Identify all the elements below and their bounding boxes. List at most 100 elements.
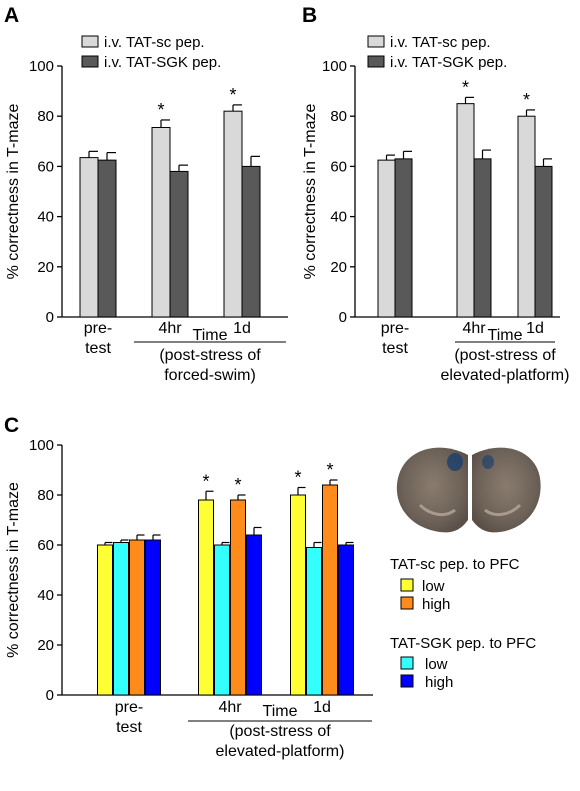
- panel-c-chart: 0 20 40 60 80 100 % correctness in T-maze pre-t…: [5, 437, 373, 760]
- legend-swatch-sgk-high: [400, 674, 414, 688]
- y-tick-label: 80: [37, 487, 54, 504]
- y-tick-label: 20: [330, 259, 347, 276]
- legend-group-title: TAT-sc pep. to PFC: [390, 556, 520, 573]
- x-category-label-line: pre-: [381, 320, 409, 337]
- chart-legend: i.v. TAT-sc pep. i.v. TAT-SGK pep.: [367, 34, 507, 71]
- x-category-label-line: 1d: [526, 320, 544, 337]
- x-category-label-line: 4hr: [218, 699, 242, 716]
- x-category-label-line: 1d: [313, 699, 331, 716]
- significance-star: *: [326, 460, 333, 480]
- legend-label-sgk-high: high: [425, 674, 453, 691]
- panel-c-legend: TAT-sc pep. to PFC low high TAT-SGK pep.…: [390, 556, 536, 691]
- legend-swatch-sgk-low: [400, 656, 414, 670]
- y-tick-label: 100: [29, 58, 54, 75]
- significance-star: *: [462, 77, 469, 97]
- x-category-label-line: test: [85, 340, 111, 357]
- bar: [246, 534, 262, 696]
- legend-label-sc-low: low: [422, 578, 445, 595]
- x-category-label-line: test: [382, 340, 408, 357]
- bar: [517, 115, 536, 318]
- bar: [151, 126, 171, 318]
- bar: [473, 158, 492, 318]
- legend-swatch: [367, 35, 385, 48]
- y-tick-label: 40: [37, 587, 54, 604]
- legend-label: i.v. TAT-SGK pep.: [104, 54, 221, 71]
- bar: [290, 494, 306, 696]
- significance-star: *: [229, 85, 236, 105]
- x-category-label-line: test: [116, 719, 142, 736]
- bar: [306, 547, 322, 696]
- y-tick-label: 60: [37, 158, 54, 175]
- bar: [79, 157, 99, 318]
- legend-label: i.v. TAT-sc pep.: [390, 34, 491, 51]
- bar: [338, 544, 354, 696]
- x-category-label: 1d: [233, 320, 251, 337]
- x-category-label: 1d: [313, 699, 331, 716]
- significance-star: *: [157, 100, 164, 120]
- y-tick-label: 80: [330, 108, 347, 125]
- panel-b-chart: 0 20 40 60 80 100 % correctness in T-maze pre-t…: [302, 34, 569, 384]
- bar: [97, 159, 117, 318]
- legend-swatch-sc-high: [400, 596, 414, 610]
- legend-label: i.v. TAT-SGK pep.: [390, 54, 507, 71]
- bar: [113, 542, 129, 696]
- x-category-label-line: pre-: [84, 320, 112, 337]
- legend-group-title: TAT-SGK pep. to PFC: [390, 635, 536, 652]
- y-axis-label: % correctness in T-maze: [5, 482, 22, 658]
- bar: [129, 539, 145, 696]
- panel-label-a: A: [4, 4, 19, 27]
- y-tick-label: 20: [37, 637, 54, 654]
- x-axis-label-line: (post-stress of: [159, 347, 261, 364]
- y-tick-label: 0: [339, 309, 347, 326]
- x-category-label-line: 4hr: [462, 320, 486, 337]
- y-tick-label: 60: [37, 537, 54, 554]
- significance-star: *: [294, 468, 301, 488]
- bar: [214, 544, 230, 696]
- y-tick-label: 0: [46, 309, 54, 326]
- y-tick-label: 100: [29, 437, 54, 454]
- x-axis-label-line: Time: [263, 703, 298, 720]
- y-tick-label: 0: [46, 687, 54, 704]
- x-axis-label-line: forced-swim): [164, 367, 256, 384]
- x-category-label: 4hr: [158, 320, 182, 337]
- significance-star: *: [523, 90, 530, 110]
- significance-star: *: [234, 475, 241, 495]
- legend-label-sgk-low: low: [425, 656, 448, 673]
- x-axis-label-line: Time: [488, 327, 523, 344]
- x-category-label-line: pre-: [115, 699, 143, 716]
- x-category-label: 1d: [526, 320, 544, 337]
- legend-swatch-sc-low: [400, 578, 414, 592]
- x-category-label: pre-test: [381, 320, 409, 357]
- bar: [230, 499, 246, 696]
- x-axis-label-line: Time: [193, 327, 228, 344]
- legend-label: i.v. TAT-sc pep.: [104, 34, 205, 51]
- x-axis-label-line: elevated-platform): [216, 743, 345, 760]
- bar: [198, 499, 214, 696]
- bar: [322, 484, 338, 696]
- bar: [223, 110, 243, 318]
- y-tick-label: 80: [37, 108, 54, 125]
- legend-swatch: [81, 55, 99, 68]
- bar: [169, 170, 189, 318]
- y-axis-label: % correctness in T-maze: [302, 104, 319, 280]
- x-category-label-line: 1d: [233, 320, 251, 337]
- y-axis-label: % correctness in T-maze: [5, 104, 22, 280]
- brain-slice-image: [395, 443, 543, 541]
- bar: [534, 165, 553, 318]
- x-axis-label-line: (post-stress of: [454, 347, 556, 364]
- panel-label-b: B: [302, 4, 317, 27]
- bar: [97, 544, 113, 696]
- y-tick-label: 60: [330, 158, 347, 175]
- bar: [394, 158, 413, 318]
- x-category-label-line: 4hr: [158, 320, 182, 337]
- legend-label-sc-high: high: [422, 596, 450, 613]
- bar: [377, 159, 396, 318]
- significance-star: *: [202, 471, 209, 491]
- bar: [241, 165, 261, 318]
- y-tick-label: 40: [330, 209, 347, 226]
- x-category-label: 4hr: [462, 320, 486, 337]
- panel-label-c: C: [4, 414, 19, 437]
- y-tick-label: 100: [322, 58, 347, 75]
- x-category-label: pre-test: [115, 699, 143, 736]
